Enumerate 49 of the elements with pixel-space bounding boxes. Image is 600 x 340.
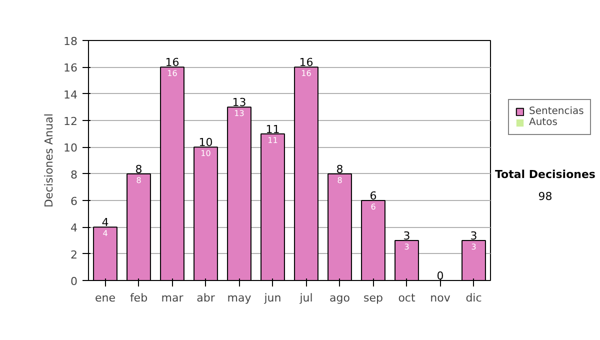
total-label: 6: [370, 190, 377, 202]
total-label: 16: [299, 56, 314, 70]
text: 98: [537, 188, 554, 204]
data-label: 16: [167, 69, 178, 78]
text: Total Decisiones: [495, 167, 596, 183]
y-tick-label: 14: [64, 88, 78, 102]
data-label: 10: [200, 149, 211, 158]
y-tick-label: 4: [70, 222, 78, 235]
total-label: 10: [198, 136, 213, 150]
total-label: 3: [403, 230, 410, 242]
x-tick-label: jul: [298, 292, 313, 304]
y-tick-label: 2: [70, 248, 78, 262]
y-tick-label: 18: [64, 35, 78, 48]
x-tick-label: nov: [430, 292, 451, 304]
total-label: 8: [336, 162, 344, 176]
y-tick-label: 12: [64, 115, 78, 128]
y-tick-label: 0: [70, 275, 78, 288]
x-tick-label: ago: [330, 292, 350, 304]
legend-label: Autos: [529, 117, 558, 128]
y-tick-label: 6: [70, 195, 78, 208]
x-tick-label: may: [227, 292, 252, 304]
y-tick-label: 8: [70, 168, 78, 182]
total-label: 3: [470, 230, 478, 242]
data-label: 8: [337, 176, 342, 185]
x-tick-label: sep: [364, 292, 384, 304]
y-tick-label: 10: [64, 142, 78, 155]
data-label: 8: [136, 176, 142, 185]
x-tick-label: ene: [94, 292, 116, 304]
data-label: 13: [234, 109, 244, 118]
total-label: 16: [165, 56, 180, 70]
x-tick-label: oct: [398, 292, 416, 304]
x-tick-label: mar: [161, 292, 184, 304]
data-label: 3: [404, 242, 410, 252]
x-tick-label: jun: [263, 292, 282, 304]
data-label: 3: [471, 242, 476, 252]
total-label: 8: [135, 162, 142, 176]
legend-label: Sentencias: [529, 106, 584, 117]
y-tick-label: 16: [64, 62, 78, 75]
total-label: 4: [102, 216, 109, 230]
total-label: 11: [266, 122, 280, 136]
data-label: 16: [301, 69, 312, 78]
x-tick-label: dic: [466, 292, 482, 304]
data-label: 11: [268, 136, 278, 145]
x-tick-label: feb: [130, 292, 148, 304]
x-tick-label: abr: [196, 292, 216, 304]
data-label: 4: [102, 229, 108, 238]
y-axis-title: Decisiones Anual: [42, 113, 56, 208]
total-label: 13: [232, 96, 246, 110]
data-label: 6: [370, 202, 376, 212]
